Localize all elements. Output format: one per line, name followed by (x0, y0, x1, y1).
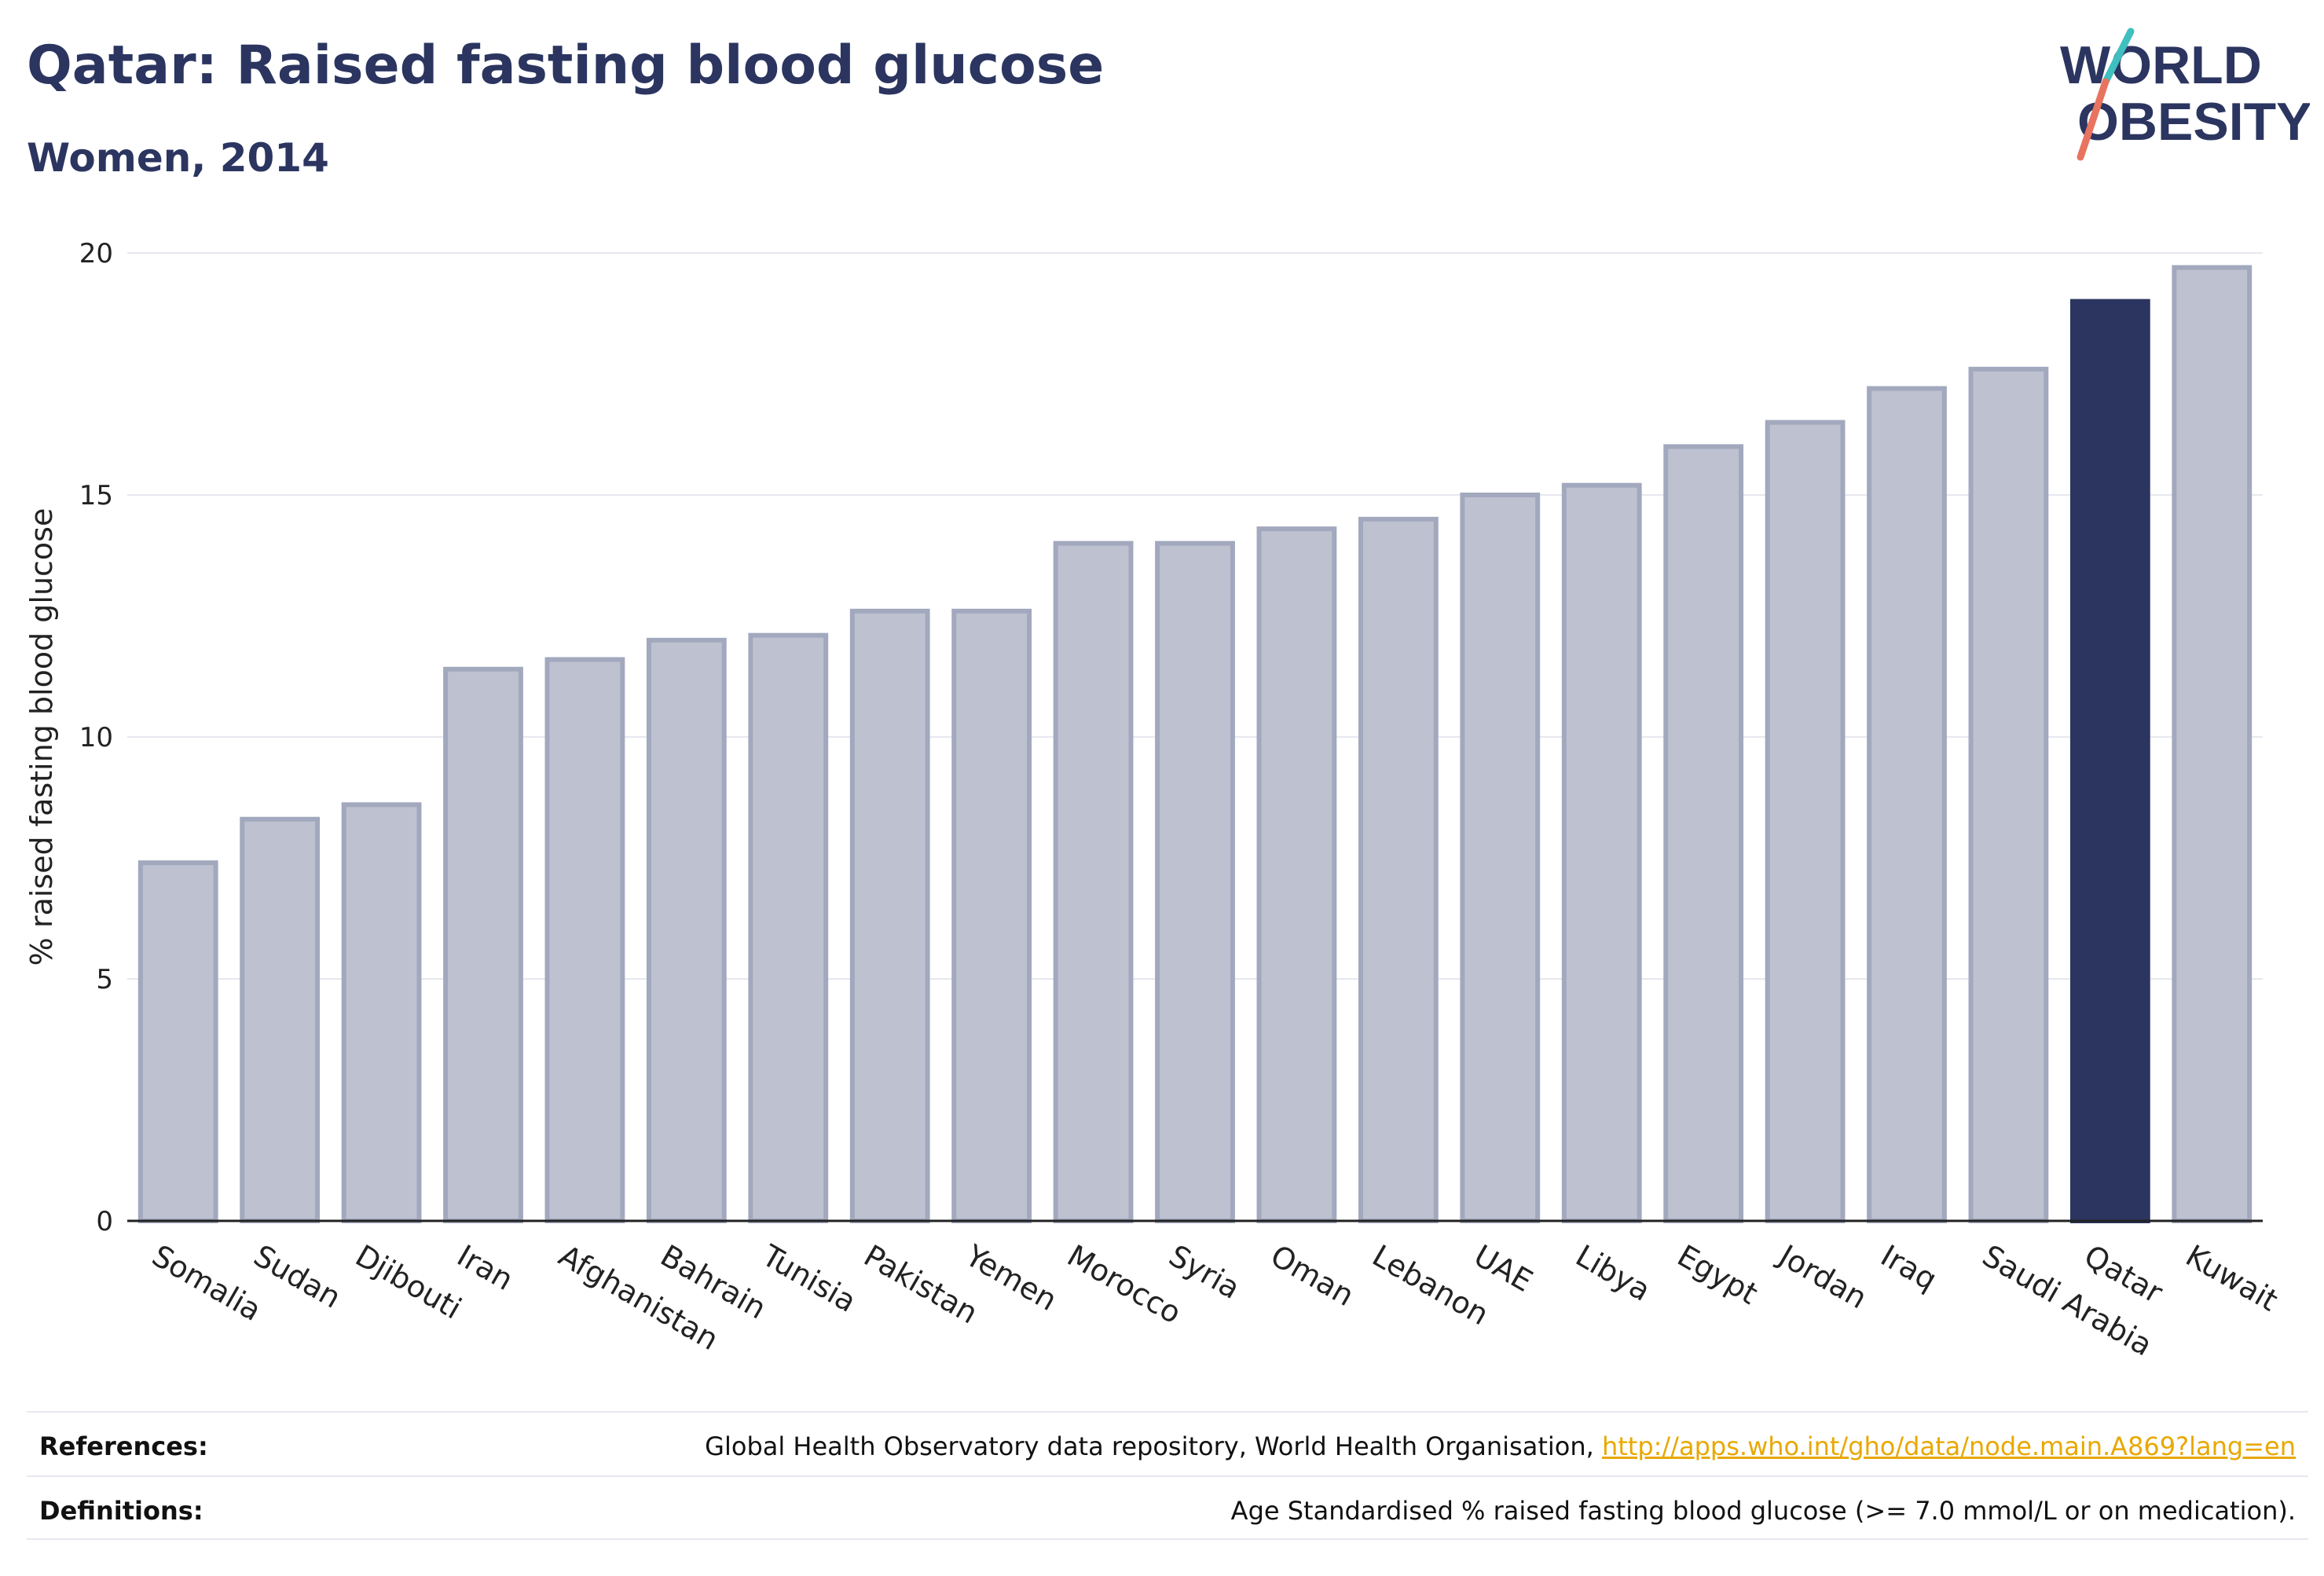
bar-kuwait[interactable] (2172, 265, 2253, 1224)
x-tick-label: Egypt (1672, 1238, 1764, 1311)
logo-slash-coral (2077, 78, 2110, 161)
x-tick-label: Saudi Arabia (1977, 1238, 2158, 1363)
x-tick-label: Lebanon (1366, 1238, 1494, 1332)
references-link[interactable]: http://apps.who.int/gho/data/node.main.A… (1601, 1431, 2296, 1461)
references-label: References: (39, 1431, 208, 1461)
bar-tunisia[interactable] (748, 632, 829, 1223)
bar-syria[interactable] (1155, 541, 1235, 1223)
bar-jordan[interactable] (1765, 420, 1846, 1223)
x-tick-label: Pakistan (858, 1238, 984, 1331)
footer-divider-middle (27, 1475, 2308, 1477)
logo-line-obesity: OBESITY (2077, 92, 2310, 152)
x-tick-label: Libya (1570, 1238, 1656, 1308)
bar-qatar[interactable] (2069, 299, 2150, 1224)
bar-djibouti[interactable] (341, 802, 422, 1223)
bar-libya[interactable] (1561, 482, 1642, 1223)
x-tick-label: Somalia (146, 1238, 267, 1328)
definitions-label: Definitions: (39, 1496, 203, 1526)
references-text: Global Health Observatory data repositor… (705, 1431, 1594, 1461)
y-tick-label: 15 (79, 480, 113, 511)
logo-line-world: WORLD (2060, 35, 2262, 95)
x-tick-label: Jordan (1772, 1237, 1872, 1316)
y-tick-label: 5 (96, 964, 113, 995)
x-tick-label: Kuwait (2180, 1238, 2284, 1318)
bar-somalia[interactable] (137, 860, 218, 1224)
bar-bahrain[interactable] (646, 637, 727, 1223)
bar-lebanon[interactable] (1358, 516, 1439, 1223)
bar-saudi-arabia[interactable] (1968, 366, 2049, 1224)
x-tick-label: Tunisia (756, 1237, 862, 1319)
y-axis-title: % raised fasting blood glucose (24, 508, 59, 966)
chart-subtitle: Women, 2014 (27, 135, 329, 181)
bar-yemen[interactable] (951, 608, 1032, 1223)
bar-egypt[interactable] (1663, 444, 1744, 1223)
references-value: Global Health Observatory data repositor… (705, 1431, 2296, 1461)
y-tick-label: 0 (96, 1206, 113, 1237)
definitions-value: Age Standardised % raised fasting blood … (1230, 1496, 2296, 1526)
bar-afghanistan[interactable] (544, 657, 625, 1223)
bar-pakistan[interactable] (849, 608, 930, 1223)
x-tick-label: Djibouti (350, 1238, 467, 1326)
logo-slash-teal (2102, 27, 2135, 86)
y-tick-label: 10 (79, 722, 113, 753)
x-tick-label: Morocco (1061, 1238, 1187, 1331)
world-obesity-logo: WORLD OBESITY (2060, 27, 2310, 161)
bar-iraq[interactable] (1867, 386, 1947, 1224)
bar-oman[interactable] (1256, 526, 1337, 1223)
x-tick-label: Iran (452, 1238, 519, 1297)
bar-morocco[interactable] (1053, 541, 1134, 1223)
footer-divider-bottom (27, 1538, 2308, 1540)
x-tick-label: UAE (1468, 1238, 1538, 1299)
x-tick-label: Iraq (1875, 1238, 1943, 1297)
chart-title: Qatar: Raised fasting blood glucose (27, 35, 1105, 97)
bar-uae[interactable] (1460, 493, 1541, 1223)
x-tick-label: Oman (1265, 1238, 1360, 1313)
bar-iran[interactable] (443, 666, 523, 1223)
bars (137, 265, 2253, 1224)
bar-sudan[interactable] (240, 816, 321, 1223)
y-tick-label: 20 (79, 238, 113, 269)
footer-divider-top (27, 1411, 2308, 1413)
